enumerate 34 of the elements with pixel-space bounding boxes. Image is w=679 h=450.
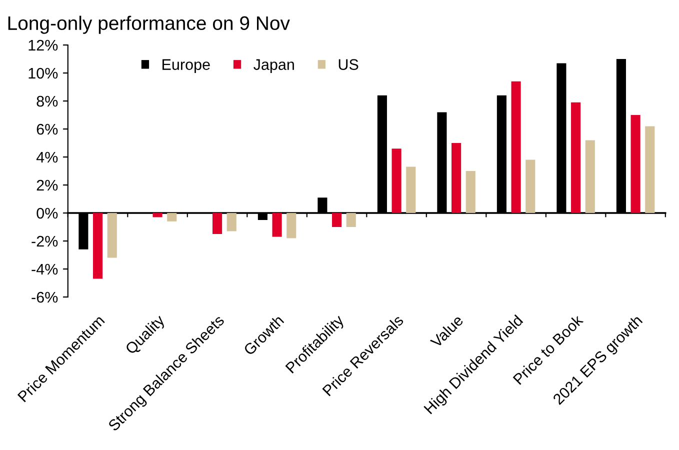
bar (392, 148, 402, 213)
bar (406, 166, 416, 213)
bar (585, 140, 595, 213)
bar (272, 213, 282, 237)
legend-label: Japan (254, 59, 294, 73)
bar (511, 81, 521, 213)
bar (286, 213, 296, 238)
y-tick-label: -6% (32, 292, 58, 303)
bar (452, 143, 462, 213)
y-tick-label: 0% (36, 208, 58, 219)
bar (466, 171, 476, 213)
legend-label: Europe (162, 59, 210, 73)
bar (152, 213, 162, 218)
bar (645, 126, 655, 213)
bar (346, 213, 356, 227)
bar (212, 213, 222, 234)
bar (92, 213, 103, 279)
y-tick-label: 6% (36, 124, 58, 135)
y-tick-label: 4% (36, 152, 58, 163)
bar (107, 213, 117, 258)
chart-title: Long-only performance on 9 Nov (8, 16, 290, 34)
y-tick-label: -4% (32, 264, 58, 275)
bar (332, 213, 342, 227)
bar (630, 115, 640, 213)
y-tick-label: -2% (32, 236, 58, 247)
y-tick-label: 2% (36, 180, 58, 191)
y-tick-label: 12% (28, 40, 58, 51)
y-tick-label: 10% (28, 68, 58, 79)
bar (526, 160, 536, 213)
bar (226, 213, 236, 232)
legend-label: US (338, 59, 358, 70)
bar (571, 102, 581, 213)
bar (167, 213, 177, 222)
y-tick-label: 8% (36, 96, 58, 107)
